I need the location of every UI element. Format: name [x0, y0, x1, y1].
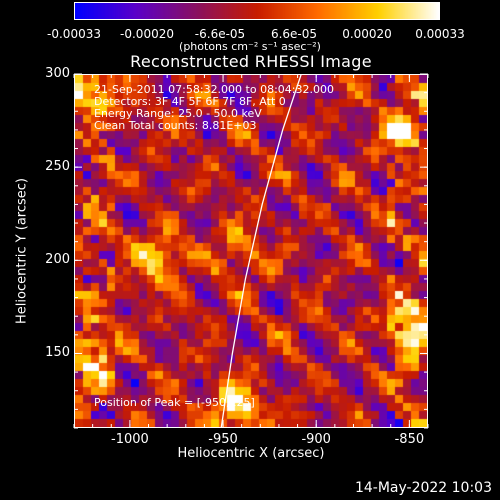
x-axis-label: Heliocentric X (arcsec) [177, 446, 325, 461]
y-axis-label: Heliocentric Y (arcsec) [14, 178, 30, 324]
colorbar-tick-label: -6.6e-05 [194, 27, 246, 41]
x-tick-label: -900 [301, 432, 331, 447]
solar-limb-overlay [220, 75, 302, 427]
x-tick-label: -950 [208, 432, 238, 447]
info-detectors: Detectors: 3F 4F 5F 6F 7F 8F, Att 0 [94, 95, 286, 108]
heatmap-image [75, 75, 427, 427]
colorbar-units: (photons cm⁻² s⁻¹ asec⁻²) [179, 40, 321, 53]
info-energy: Energy Range: 25.0 - 50.0 keV [94, 107, 262, 120]
y-tick-label: 300 [45, 66, 70, 81]
x-tick-label: -850 [394, 432, 425, 447]
colorbar-tick-label: 6.6e-05 [270, 27, 318, 41]
info-peak: Position of Peak = [-950,125] [94, 396, 255, 409]
colorbar-tick-label: -0.00033 [47, 27, 101, 41]
footer-date: 14-May-2022 10:03 [354, 480, 492, 496]
y-tick-label: 200 [45, 252, 70, 268]
x-tick-label: -1000 [111, 432, 149, 447]
colorbar-tick-label: 0.00033 [415, 27, 465, 41]
colorbar [74, 2, 440, 20]
info-clean: Clean Total counts: 8.81E+03 [94, 119, 257, 132]
chart-title: Reconstructed RHESSI Image [130, 52, 372, 71]
plot-area [74, 74, 428, 428]
y-tick-label: 150 [45, 345, 70, 361]
y-tick-label: 250 [45, 159, 70, 175]
solar-limb-line [220, 75, 302, 427]
colorbar-tick-label: -0.00020 [120, 27, 174, 41]
colorbar-tick-label: 0.00020 [342, 27, 392, 41]
info-time-range: 21-Sep-2011 07:58:32.000 to 08:04:32.000 [94, 83, 334, 96]
